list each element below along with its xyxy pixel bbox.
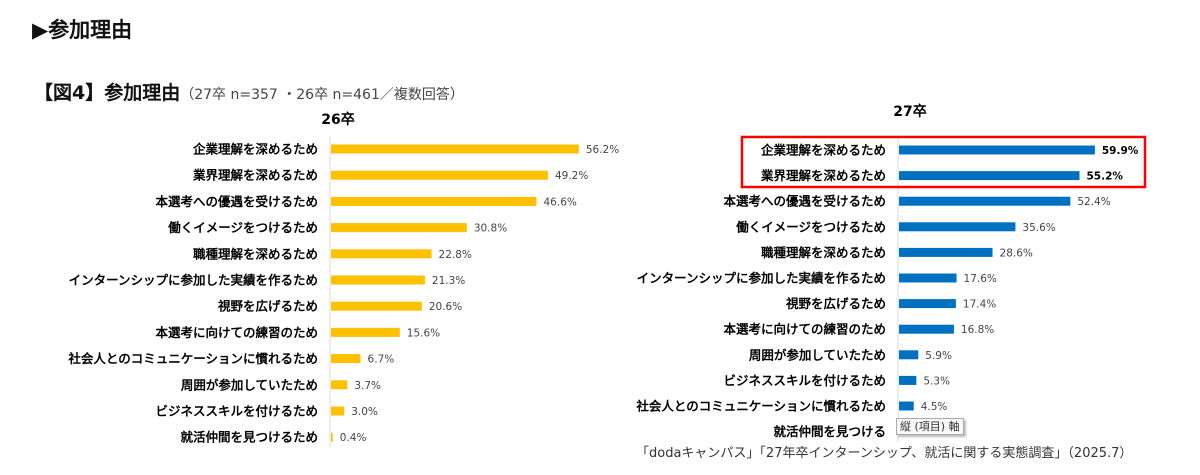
category-label: 職種理解を深めるため [193,246,318,261]
bar [899,350,919,360]
category-label: ビジネススキルを付けるため [723,373,886,388]
category-label: 就活仲間を見つける [773,424,886,439]
category-label: 視野を広げるため [217,299,318,314]
bar [331,275,425,285]
category-label: 社会人とのコミュニケーションに慣れるため [635,399,886,414]
category-label: 周囲が参加していたため [181,377,318,392]
category-label: 業界理解を深めるため [760,168,886,183]
data-label: 15.6% [407,327,440,339]
bar [899,145,1095,155]
bar [331,432,333,442]
bar [899,299,956,309]
figure-title-text: 【図4】参加理由 [34,82,181,104]
category-label: 周囲が参加していたため [749,347,886,362]
bar [899,375,917,385]
data-label: 59.9% [1102,145,1139,157]
data-label: 6.7% [368,354,395,366]
bar [899,247,993,257]
category-label: 働くイメージをつけるため [735,219,886,234]
data-label: 17.4% [963,299,996,311]
data-label: 49.2% [555,170,588,182]
data-label: 21.3% [432,275,465,287]
data-label: 30.8% [474,223,507,235]
data-label: 52.4% [1077,196,1110,208]
category-label: 社会人とのコミュニケーションに慣れるため [67,351,318,366]
category-label: 業界理解を深めるため [192,168,318,183]
category-label: 本選考に向けての練習のため [723,322,886,337]
bar [331,327,400,337]
source-note: 「dodaキャンパス」「27年卒インターンシップ、就活に関する実態調査」（202… [636,446,1133,461]
data-label: 35.6% [1022,222,1055,234]
bar [899,401,914,411]
data-label: 56.2% [586,144,619,156]
bar [899,222,1016,232]
category-label: 企業理解を深めるため [192,142,318,157]
bar [899,273,957,283]
category-label: 本選考に向けての練習のため [155,325,318,340]
data-label: 16.8% [961,324,994,336]
chart-title: 26卒 [321,111,354,128]
data-label: 5.3% [923,375,950,387]
data-label: 3.7% [354,380,381,392]
bar [331,406,345,416]
highlight-box [740,135,1147,189]
data-label: 5.9% [925,350,952,362]
data-label: 55.2% [1087,171,1124,183]
category-label: インターンシップに参加した実績を作るため [637,271,886,286]
bar [899,196,1071,206]
bar [331,170,548,180]
bar [331,144,579,154]
bar [331,301,422,311]
category-label: 企業理解を深めるため [760,143,886,158]
data-label: 28.6% [1000,247,1033,259]
data-label: 20.6% [429,301,462,313]
bar [331,380,348,390]
data-label: 4.5% [921,401,948,413]
category-label: ビジネススキルを付けるため [155,404,318,419]
category-label: 本選考への優遇を受けるため [155,194,318,209]
figure-title: 【図4】参加理由（27卒 n=357 ・26卒 n=461／複数回答） [34,78,464,105]
section-title: ▶参加理由 [32,18,133,42]
category-label: 本選考への優遇を受けるため [723,194,886,209]
bar [331,249,432,259]
data-label: 46.6% [544,196,577,208]
category-label: 働くイメージをつけるため [167,220,318,235]
bar [899,324,954,334]
data-label: 22.8% [439,249,472,261]
axis-tooltip: 縦 (項目) 軸 [896,418,964,435]
data-label: 3.0% [351,406,378,418]
bar [331,196,537,206]
data-label: 17.6% [964,273,997,285]
data-label: 0.4% [340,432,367,444]
bar [331,354,361,364]
category-label: 就活仲間を見つけるため [180,430,318,445]
category-label: 視野を広げるため [785,296,886,311]
category-label: インターンシップに参加した実績を作るため [69,273,318,288]
bar [899,171,1080,181]
figure-note: （27卒 n=357 ・26卒 n=461／複数回答） [180,87,464,103]
chart-title: 27卒 [893,103,926,120]
bar [331,223,467,233]
category-label: 職種理解を深めるため [761,245,886,260]
